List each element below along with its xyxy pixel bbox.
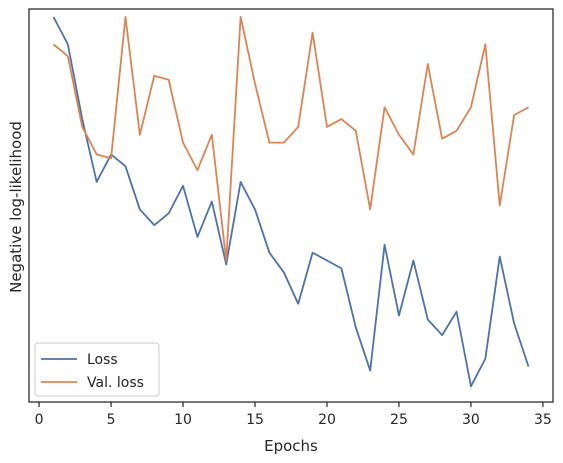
series-line-val-loss xyxy=(52,15,529,262)
x-tick-label: 20 xyxy=(318,412,336,428)
x-tick-label: 5 xyxy=(107,412,116,428)
legend: Loss Val. loss xyxy=(34,342,160,397)
legend-label-val-loss: Val. loss xyxy=(87,375,144,391)
x-axis-label: Epochs xyxy=(264,437,318,455)
x-tick-label: 25 xyxy=(390,412,408,428)
legend-label-loss: Loss xyxy=(87,352,118,368)
series-line-loss xyxy=(52,16,530,388)
x-tick-label: 30 xyxy=(462,412,480,428)
series-layer xyxy=(52,15,530,388)
x-tick-label: 35 xyxy=(534,412,552,428)
y-axis-label: Negative log-likelihood xyxy=(7,121,25,293)
x-tick-label: 10 xyxy=(174,412,192,428)
x-tick-label: 15 xyxy=(246,412,264,428)
x-axis-ticks: 0 5 10 15 20 25 30 35 xyxy=(35,402,552,428)
x-tick-label: 0 xyxy=(35,412,44,428)
plot-frame xyxy=(28,8,554,403)
